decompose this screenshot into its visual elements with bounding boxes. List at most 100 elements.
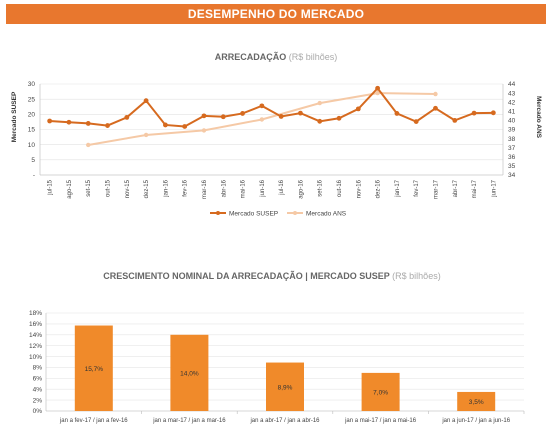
bar bbox=[266, 362, 304, 411]
bar-data-label: 14,0% bbox=[180, 370, 199, 377]
series-line-susep bbox=[49, 86, 494, 128]
bar-data-label: 15,7% bbox=[85, 366, 104, 373]
line-chart-series bbox=[47, 85, 496, 148]
data-point-susep bbox=[490, 110, 496, 116]
data-point-susep bbox=[143, 98, 149, 104]
x-tick-label: mar-17 bbox=[433, 179, 439, 199]
line-chart-title: ARRECADAÇÃO (R$ bilhões) bbox=[215, 52, 338, 62]
data-point-susep bbox=[201, 113, 207, 119]
x-tick-label: dez-16 bbox=[376, 179, 382, 198]
bar-category-label: jan a abr-17 / jan a abr-16 bbox=[249, 418, 320, 424]
bar-y-tick: 14% bbox=[29, 332, 42, 339]
y-tick-right: 43 bbox=[508, 90, 516, 97]
legend-marker-susep bbox=[216, 211, 220, 215]
data-point-susep bbox=[220, 114, 226, 120]
y-tick-left: 30 bbox=[28, 81, 36, 88]
y-tick-right: 41 bbox=[508, 109, 516, 116]
data-point-ans bbox=[317, 100, 322, 106]
data-point-susep bbox=[47, 118, 53, 124]
legend-label-ans: Mercado ANS bbox=[306, 211, 347, 218]
y-tick-right: 36 bbox=[508, 154, 516, 161]
x-tick-label: out-15 bbox=[106, 179, 112, 197]
x-tick-label: jan-17 bbox=[395, 179, 401, 197]
data-point-susep bbox=[355, 106, 361, 112]
bar-y-tick: 6% bbox=[33, 376, 43, 383]
x-tick-label: out-16 bbox=[337, 179, 343, 197]
bar bbox=[361, 372, 400, 411]
y-tick-right: 35 bbox=[508, 163, 516, 170]
data-point-susep bbox=[240, 111, 245, 116]
data-point-ans bbox=[259, 117, 265, 122]
data-point-susep bbox=[105, 123, 110, 128]
legend-label-susep: Mercado SUSEP bbox=[229, 211, 278, 218]
data-point-susep bbox=[182, 124, 188, 129]
x-tick-label: jun-17 bbox=[491, 179, 497, 197]
section-banner: DESEMPENHO DO MERCADO bbox=[6, 4, 546, 24]
data-point-susep bbox=[452, 118, 458, 123]
x-tick-label: nov-15 bbox=[125, 179, 131, 198]
x-tick-label: jul-15 bbox=[48, 179, 54, 195]
bar-y-tick: 10% bbox=[29, 354, 42, 361]
x-tick-label: jul-16 bbox=[279, 179, 285, 195]
data-point-susep bbox=[394, 111, 400, 116]
x-tick-label: jun-16 bbox=[260, 179, 266, 197]
bar bbox=[170, 334, 209, 411]
bar-y-tick: 12% bbox=[29, 343, 42, 350]
bar-y-tick: 4% bbox=[33, 386, 43, 393]
bar-chart-title: CRESCIMENTO NOMINAL DA ARRECADAÇÃO | MER… bbox=[103, 271, 440, 281]
data-point-susep bbox=[278, 114, 284, 119]
y-tick-right: 39 bbox=[508, 127, 516, 134]
x-tick-label: mai-17 bbox=[472, 179, 478, 198]
data-point-ans bbox=[433, 91, 438, 97]
bar-category-label: jan a mai-17 / jan a mai-16 bbox=[344, 418, 417, 424]
y-tick-right: 34 bbox=[508, 172, 516, 179]
x-tick-label: mar-16 bbox=[202, 179, 208, 199]
y-tick-left: 20 bbox=[28, 112, 36, 119]
bar-category-label: jan a jun-17 / jan a jun-16 bbox=[441, 418, 510, 424]
x-tick-label: set-16 bbox=[318, 179, 324, 196]
x-tick-label: abr-17 bbox=[453, 179, 459, 197]
bar-data-label: 3,5% bbox=[469, 399, 484, 406]
data-point-susep bbox=[336, 115, 342, 121]
data-point-susep bbox=[375, 85, 381, 91]
bar-category-label: jan a mar-17 / jan a mar-16 bbox=[152, 418, 226, 424]
x-tick-label: set-15 bbox=[86, 179, 92, 196]
line-chart-gridlines bbox=[40, 83, 503, 176]
y-tick-left: 10 bbox=[28, 142, 36, 149]
data-point-susep bbox=[413, 119, 419, 125]
bar-y-tick: 2% bbox=[33, 397, 43, 404]
bar-chart-bars: 15,7% 14,0% 8,9% 7,0% 3,5% bbox=[74, 325, 496, 411]
line-chart-legend: Mercado SUSEP Mercado ANS bbox=[210, 211, 347, 218]
line-chart-axes: - 5 10 15 20 25 30 34 35 36 37 38 39 40 41 42 43 44 jul-15… bbox=[28, 81, 516, 199]
x-tick-label: ago-16 bbox=[298, 179, 304, 198]
x-tick-label: dez-15 bbox=[144, 179, 150, 198]
data-point-susep bbox=[124, 114, 130, 120]
y-tick-left: - bbox=[33, 172, 35, 179]
data-point-susep bbox=[162, 122, 168, 128]
y-tick-right: 42 bbox=[508, 99, 516, 106]
y-tick-left: 5 bbox=[31, 157, 35, 164]
x-tick-label: nov-16 bbox=[356, 179, 362, 198]
y-tick-right: 38 bbox=[508, 136, 516, 143]
y-tick-right: 44 bbox=[508, 81, 516, 88]
data-point-ans bbox=[201, 128, 207, 133]
data-point-susep bbox=[317, 118, 323, 124]
legend-marker-ans bbox=[293, 211, 297, 215]
x-tick-label: abr-16 bbox=[221, 179, 227, 197]
y-axis-label-right: Mercado ANS bbox=[535, 96, 542, 139]
data-point-ans bbox=[143, 132, 149, 138]
y-tick-right: 37 bbox=[508, 145, 516, 152]
x-tick-label: ago-15 bbox=[67, 179, 73, 198]
y-tick-left: 15 bbox=[28, 127, 36, 134]
bar bbox=[74, 325, 113, 411]
x-tick-label: fev-17 bbox=[414, 179, 420, 196]
bar-y-tick: 0% bbox=[33, 408, 43, 415]
data-point-ans bbox=[86, 142, 91, 148]
data-point-susep bbox=[85, 121, 91, 126]
x-tick-label: mai-16 bbox=[241, 179, 247, 198]
data-point-susep bbox=[298, 110, 303, 116]
bar-y-tick: 8% bbox=[33, 365, 43, 372]
data-point-ans bbox=[375, 90, 380, 96]
y-tick-left: 25 bbox=[28, 96, 36, 103]
